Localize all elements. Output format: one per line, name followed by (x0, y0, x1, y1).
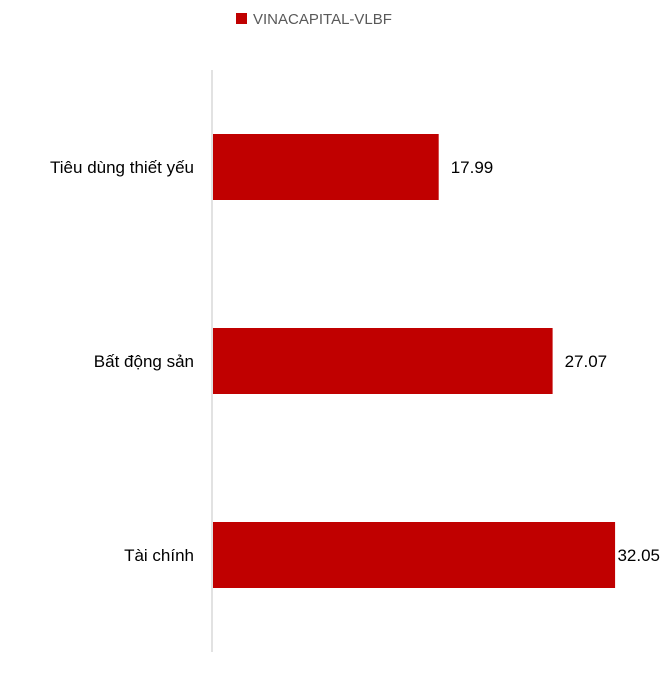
category-labels-group: Tiêu dùng thiết yếu Bất động sản Tài chính (50, 158, 194, 565)
bar (213, 134, 439, 200)
legend-swatch (236, 13, 247, 24)
category-label: Tài chính (124, 546, 194, 565)
legend-label: VINACAPITAL-VLBF (253, 11, 392, 28)
bar (213, 328, 553, 394)
value-label: 32.05 (617, 546, 660, 565)
category-label: Tiêu dùng thiết yếu (50, 158, 194, 177)
bars-group (213, 134, 616, 588)
value-label: 27.07 (565, 352, 608, 371)
category-label: Bất động sản (94, 352, 194, 371)
value-labels-group: 17.99 27.07 32.05 (451, 158, 660, 565)
value-label: 17.99 (451, 158, 494, 177)
legend: VINACAPITAL-VLBF (236, 11, 392, 28)
bar (213, 522, 616, 588)
